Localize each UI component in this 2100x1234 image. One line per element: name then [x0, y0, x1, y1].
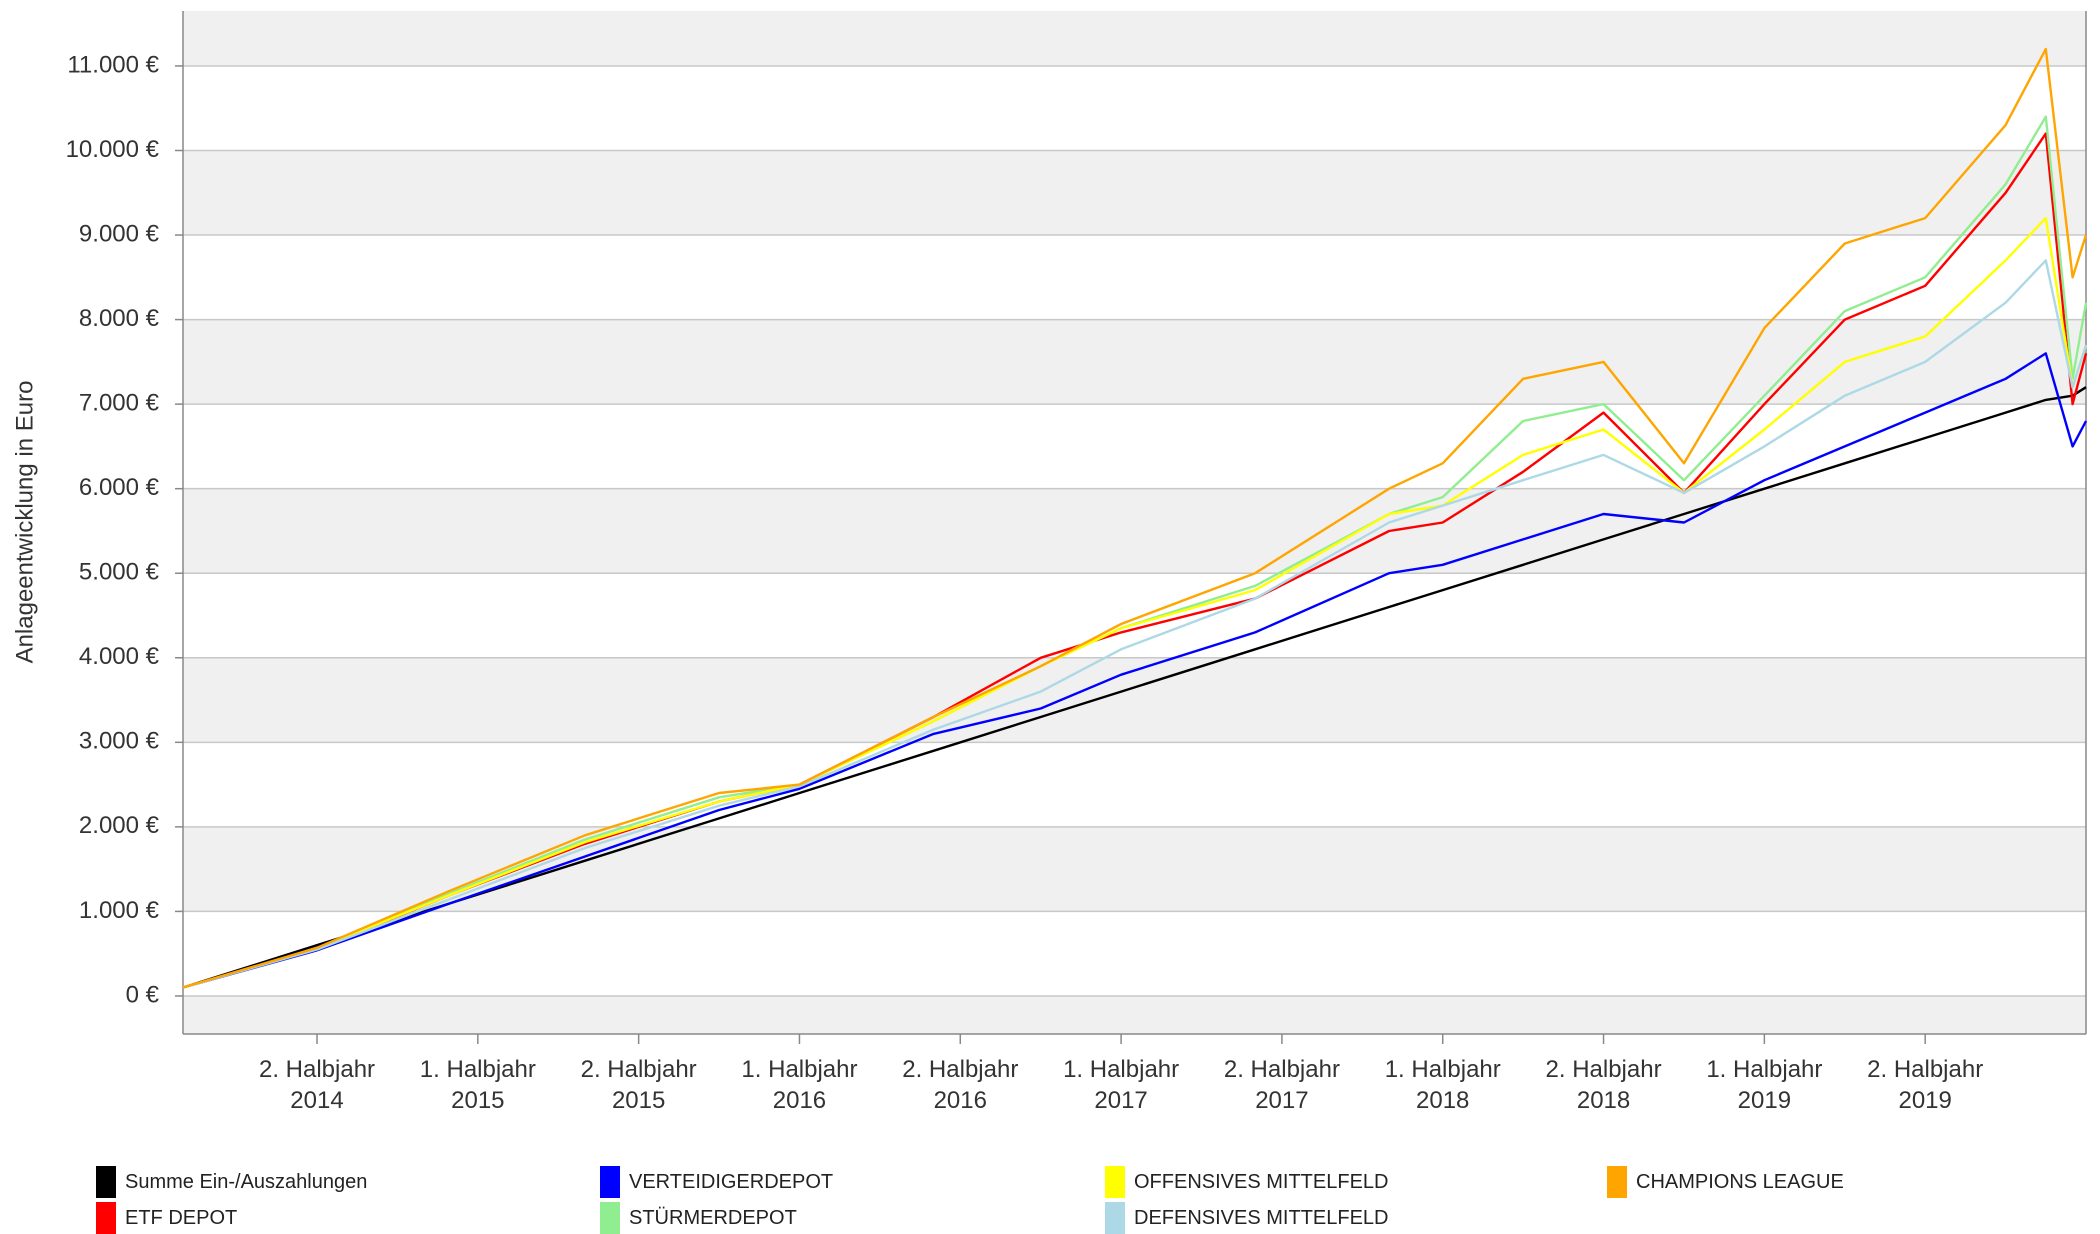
- plot-band: [183, 742, 2086, 827]
- x-tick-label: 2. Halbjahr 2015: [580, 1056, 697, 1114]
- y-tick-label: 7.000 €: [79, 389, 160, 416]
- legend-swatch: [96, 1166, 116, 1198]
- legend-item: OFFENSIVES MITTELFELD: [1105, 1166, 1388, 1198]
- x-tick-label: 1. Halbjahr 2017: [1063, 1056, 1180, 1114]
- x-tick-label: 1. Halbjahr 2015: [419, 1056, 536, 1114]
- legend-swatch: [600, 1202, 620, 1234]
- legend-label: ETF DEPOT: [125, 1206, 238, 1229]
- y-tick-label: 1.000 €: [79, 897, 160, 924]
- y-tick-label: 2.000 €: [79, 812, 160, 839]
- legend-item: CHAMPIONS LEAGUE: [1607, 1166, 1844, 1198]
- legend-label: VERTEIDIGERDEPOT: [629, 1170, 834, 1193]
- y-tick-label: 4.000 €: [79, 643, 160, 670]
- series-line: [182, 47, 2088, 989]
- legend-swatch: [1105, 1202, 1125, 1234]
- x-tick-label: 2. Halbjahr 2019: [1867, 1056, 1984, 1114]
- series-line: [182, 216, 2088, 989]
- y-tick-label: 0 €: [126, 981, 160, 1008]
- plot-band: [183, 319, 2086, 405]
- legend-item: STÜRMERDEPOT: [600, 1202, 797, 1234]
- legend-swatch: [600, 1166, 620, 1198]
- y-tick-label: 9.000 €: [79, 220, 160, 247]
- legend-swatch: [96, 1202, 116, 1234]
- legend-item: ETF DEPOT: [96, 1202, 237, 1234]
- y-axis-label: Anlageentwicklung in Euro: [11, 381, 38, 664]
- x-tick-label: 2. Halbjahr 2017: [1223, 1056, 1340, 1114]
- x-tick-label: 1. Halbjahr 2019: [1706, 1056, 1823, 1114]
- series-line: [182, 352, 2088, 989]
- legend-item: Summe Ein-/Auszahlungen: [96, 1166, 367, 1198]
- plot-band: [183, 235, 2086, 320]
- x-tick-label: 2. Halbjahr 2018: [1545, 1056, 1662, 1114]
- plot-band: [183, 995, 2086, 1034]
- legend-swatch: [1607, 1166, 1627, 1198]
- legend-swatch: [1105, 1166, 1125, 1198]
- legend-item: DEFENSIVES MITTELFELD: [1105, 1202, 1389, 1234]
- x-tick-label: 2. Halbjahr 2014: [258, 1056, 376, 1114]
- legend-label: OFFENSIVES MITTELFELD: [1134, 1170, 1389, 1193]
- plot-band: [183, 11, 2086, 66]
- plot-band: [183, 65, 2086, 151]
- x-tick-label: 2. Halbjahr 2016: [902, 1056, 1019, 1114]
- series-line: [182, 386, 2087, 989]
- legend-label: STÜRMERDEPOT: [629, 1206, 797, 1229]
- y-tick-label: 3.000 €: [79, 728, 160, 755]
- y-tick-label: 8.000 €: [79, 305, 160, 332]
- legend-label: Summe Ein-/Auszahlungen: [125, 1170, 368, 1193]
- plot-band: [183, 488, 2086, 574]
- y-tick-label: 5.000 €: [79, 559, 160, 586]
- plot-band: [183, 657, 2086, 743]
- y-tick-label: 10.000 €: [66, 136, 160, 163]
- x-tick-label: 1. Halbjahr 2016: [741, 1056, 858, 1114]
- series-line: [182, 115, 2088, 989]
- legend-label: CHAMPIONS LEAGUE: [1636, 1170, 1844, 1193]
- legend-item: VERTEIDIGERDEPOT: [600, 1166, 833, 1198]
- plot-band: [183, 911, 2086, 996]
- y-tick-label: 11.000 €: [67, 51, 159, 78]
- plot-band: [183, 150, 2086, 236]
- y-tick-label: 6.000 €: [79, 474, 160, 501]
- x-tick-label: 1. Halbjahr 2018: [1384, 1056, 1501, 1114]
- legend-label: DEFENSIVES MITTELFELD: [1134, 1206, 1389, 1229]
- series-line: [182, 259, 2088, 989]
- plot-band: [183, 404, 2086, 489]
